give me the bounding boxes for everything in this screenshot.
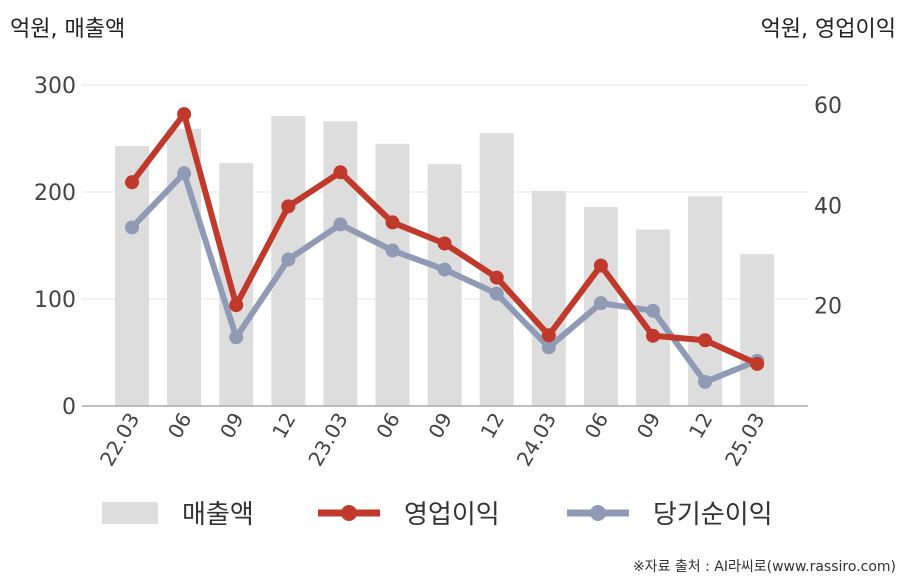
x-tick-label: 12 (267, 409, 301, 443)
point-당기순이익 (177, 166, 192, 181)
point-영업이익 (125, 175, 139, 190)
point-영업이익 (593, 258, 608, 273)
bar-매출액 (740, 254, 775, 406)
legend: 매출액 영업이익 당기순이익 (102, 500, 773, 530)
left-tick-label: 100 (34, 288, 76, 313)
right-axis-ticks: 20 40 60 (814, 94, 842, 320)
right-tick-label: 20 (814, 295, 842, 320)
point-영업이익 (177, 107, 192, 122)
legend-label-매출액: 매출액 (182, 500, 254, 530)
point-영업이익 (541, 328, 556, 343)
bar-매출액 (531, 190, 566, 406)
x-tick-label: 12 (684, 409, 718, 443)
point-영업이익 (698, 333, 713, 348)
x-axis-ticks: 22.03 06 09 12 23.03 06 09 12 24.03 06 09 12 25.03 (95, 409, 770, 471)
x-tick-label: 06 (371, 409, 405, 443)
legend-label-당기순이익: 당기순이익 (653, 500, 773, 530)
left-tick-label: 200 (34, 181, 76, 206)
x-tick-label: 06 (163, 409, 197, 443)
bar-매출액 (427, 164, 462, 406)
x-tick-label: 09 (423, 409, 457, 443)
x-tick-label: 09 (632, 409, 666, 443)
point-영업이익 (333, 165, 348, 180)
point-영업이익 (229, 298, 244, 313)
point-영업이익 (646, 328, 660, 343)
point-당기순이익 (281, 252, 296, 267)
right-tick-label: 60 (814, 94, 842, 119)
x-tick-label: 06 (580, 409, 614, 443)
left-axis-ticks: 0 100 200 300 (34, 74, 76, 420)
point-영업이익 (281, 199, 296, 214)
legend-swatch-매출액 (102, 502, 158, 524)
bar-매출액 (375, 143, 410, 406)
source-note: ※자료 출처 : AI라씨로(www.rassiro.com) (633, 559, 896, 575)
x-tick-label: 22.03 (95, 409, 144, 471)
right-tick-label: 40 (814, 194, 842, 219)
point-당기순이익 (437, 262, 452, 277)
x-tick-label: 09 (215, 409, 249, 443)
point-영업이익 (489, 270, 504, 285)
legend-label-영업이익: 영업이익 (404, 500, 500, 530)
point-당기순이익 (385, 243, 400, 258)
point-당기순이익 (646, 303, 660, 318)
x-tick-label: 25.03 (720, 409, 769, 471)
point-영업이익 (750, 356, 765, 371)
left-axis-unit: 억원, 매출액 (10, 17, 125, 42)
point-당기순이익 (489, 286, 504, 301)
point-당기순이익 (229, 330, 244, 345)
x-tick-label: 23.03 (303, 409, 352, 471)
legend-marker-당기순이익 (590, 505, 606, 521)
x-tick-label: 24.03 (512, 409, 561, 471)
right-axis-unit: 억원, 영업이익 (761, 17, 896, 42)
point-영업이익 (385, 215, 400, 230)
line-series (125, 107, 765, 389)
point-당기순이익 (698, 374, 713, 389)
point-당기순이익 (125, 220, 139, 235)
legend-marker-영업이익 (341, 505, 357, 521)
left-tick-label: 0 (62, 395, 76, 420)
bar-매출액 (323, 121, 358, 406)
left-tick-label: 300 (34, 74, 76, 99)
point-당기순이익 (541, 340, 556, 355)
bar-매출액 (115, 145, 149, 407)
point-당기순이익 (593, 296, 608, 311)
x-tick-label: 12 (476, 409, 510, 443)
point-당기순이익 (333, 217, 348, 232)
point-영업이익 (437, 236, 452, 251)
